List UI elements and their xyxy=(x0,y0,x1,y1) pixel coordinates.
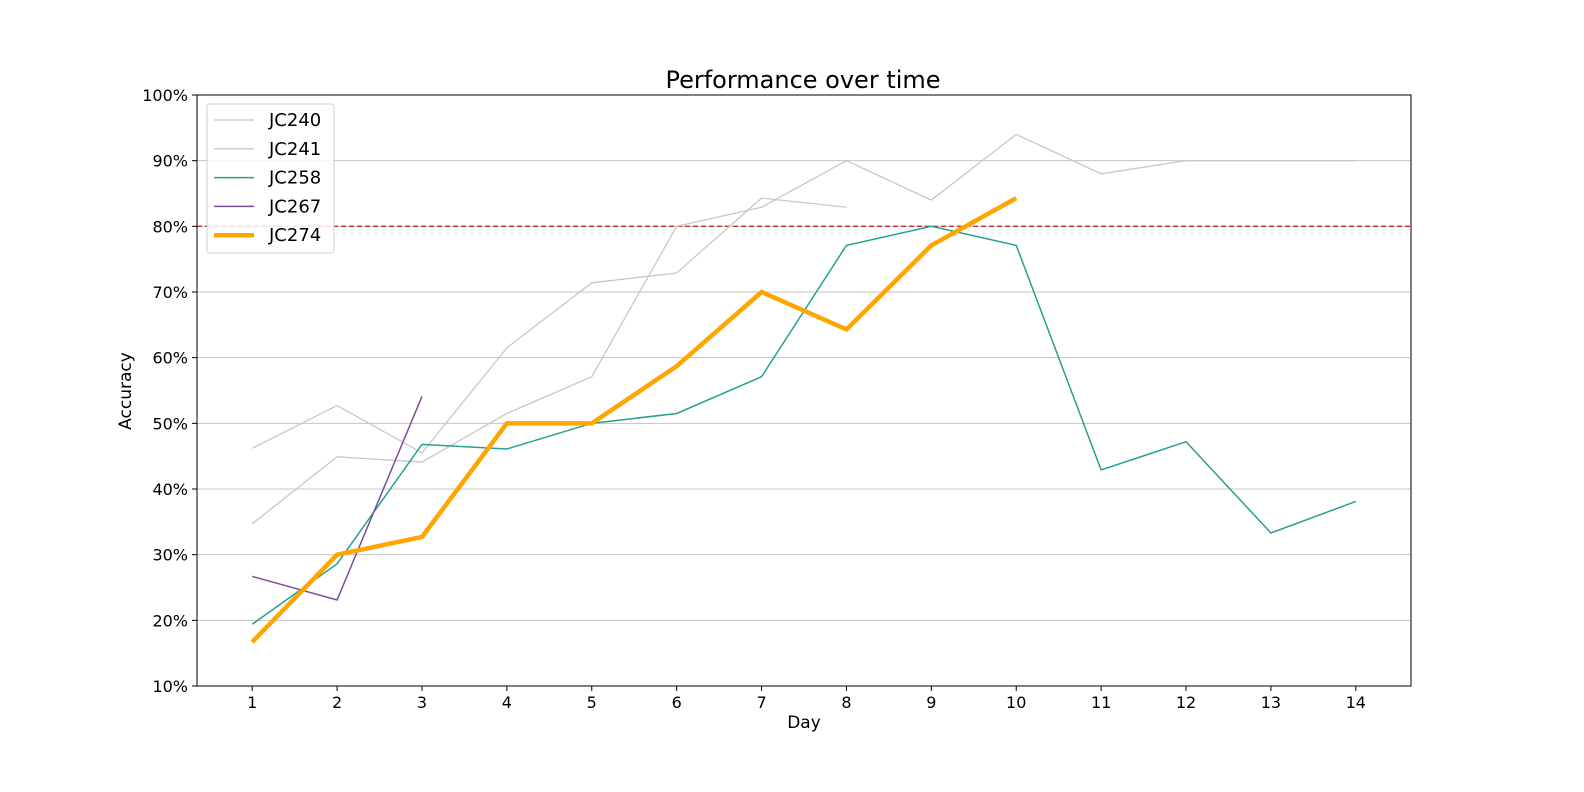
y-tick-label-5: 60% xyxy=(152,349,188,368)
x-axis-label: Day xyxy=(787,713,821,733)
series-lines xyxy=(250,133,1357,644)
series-line-jc258 xyxy=(251,225,1357,625)
y-axis-label: Accuracy xyxy=(116,352,136,430)
x-tick-label-7: 7 xyxy=(756,693,766,712)
series-line-jc241 xyxy=(251,133,1356,525)
legend-box xyxy=(206,103,335,254)
y-axis-ticks: 10% 20% 30% 40% 50% 60% 70% 80% 90% 100% xyxy=(142,86,197,696)
y-tick-label-0: 10% xyxy=(152,677,188,696)
y-tick-label-9: 100% xyxy=(142,86,188,105)
legend-label-jc241: JC241 xyxy=(268,139,321,160)
x-tick-label-14: 14 xyxy=(1346,693,1366,712)
x-tick-label-5: 5 xyxy=(587,693,597,712)
x-tick-label-10: 10 xyxy=(1006,693,1026,712)
legend-label-jc240: JC240 xyxy=(268,110,321,131)
legend-label-jc258: JC258 xyxy=(268,168,321,189)
legend-label-jc267: JC267 xyxy=(268,196,321,217)
series-line-jc267 xyxy=(251,396,423,601)
y-tick-label-7: 80% xyxy=(152,217,188,236)
y-tick-label-3: 40% xyxy=(152,480,188,499)
plot-frame xyxy=(196,94,1412,687)
chart-title: Performance over time xyxy=(665,66,940,94)
x-tick-label-13: 13 xyxy=(1261,693,1281,712)
x-tick-label-12: 12 xyxy=(1176,693,1196,712)
legend-label-jc274: JC274 xyxy=(268,225,321,246)
x-tick-label-8: 8 xyxy=(841,693,851,712)
x-tick-label-1: 1 xyxy=(247,693,257,712)
y-tick-label-1: 20% xyxy=(152,611,188,630)
x-tick-label-4: 4 xyxy=(502,693,512,712)
x-tick-label-6: 6 xyxy=(672,693,682,712)
x-axis-ticks: 1 2 3 4 5 6 7 8 9 10 11 12 13 14 xyxy=(247,686,1366,712)
y-tick-label-8: 90% xyxy=(152,152,188,171)
x-tick-label-2: 2 xyxy=(332,693,342,712)
series-line-jc240 xyxy=(251,197,847,454)
x-tick-label-3: 3 xyxy=(417,693,427,712)
legend: JC240 JC241 JC258 JC267 JC274 xyxy=(206,103,335,254)
y-tick-label-6: 70% xyxy=(152,283,188,302)
x-tick-label-9: 9 xyxy=(926,693,936,712)
x-tick-label-11: 11 xyxy=(1091,693,1111,712)
series-line-jc274 xyxy=(250,196,1018,644)
y-tick-label-4: 50% xyxy=(152,414,188,433)
y-tick-label-2: 30% xyxy=(152,546,188,565)
